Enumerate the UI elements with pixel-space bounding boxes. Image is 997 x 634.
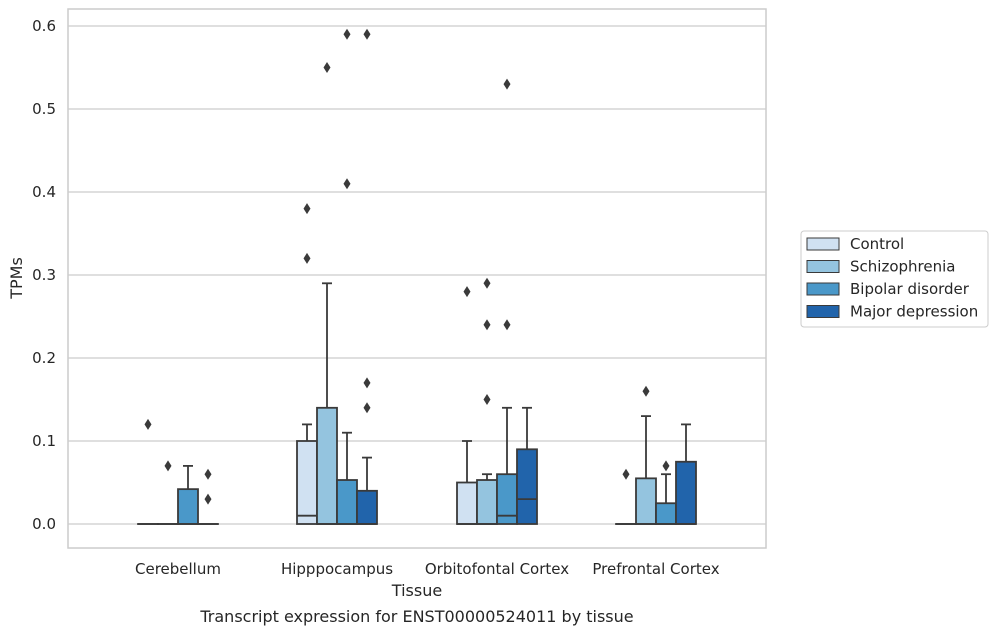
box-1-1 bbox=[316, 62, 338, 525]
outlier-point bbox=[483, 319, 491, 331]
outlier-point bbox=[303, 203, 311, 215]
box-2-3 bbox=[516, 406, 538, 525]
box-body bbox=[655, 502, 677, 525]
outlier-point bbox=[363, 28, 371, 40]
box-body bbox=[316, 406, 338, 525]
box-2-2 bbox=[496, 78, 518, 525]
x-tick-label: Cerebellum bbox=[135, 560, 221, 578]
box-body bbox=[635, 477, 657, 525]
x-tick-label: Orbitofontal Cortex bbox=[425, 560, 569, 578]
box-body bbox=[476, 479, 498, 525]
legend-swatch bbox=[806, 282, 840, 296]
box-3-3 bbox=[675, 423, 697, 525]
outlier-point bbox=[343, 178, 351, 190]
x-axis-title: Tissue bbox=[391, 581, 442, 600]
box-body bbox=[356, 489, 378, 525]
outlier-point bbox=[303, 252, 311, 264]
y-tick-label: 0.3 bbox=[32, 266, 56, 284]
outlier-point bbox=[463, 286, 471, 298]
y-tick-label: 0.1 bbox=[32, 432, 56, 450]
outlier-point bbox=[483, 277, 491, 289]
outlier-point bbox=[503, 319, 511, 331]
box-body bbox=[336, 479, 358, 525]
y-tick-label: 0.0 bbox=[32, 515, 56, 533]
legend-label: Schizophrenia bbox=[850, 258, 955, 276]
box-body bbox=[456, 481, 478, 525]
box-3-0 bbox=[615, 468, 637, 525]
y-tick-label: 0.4 bbox=[32, 183, 56, 201]
legend-label: Control bbox=[850, 235, 904, 253]
box-body bbox=[296, 440, 318, 525]
box-0-3 bbox=[197, 468, 219, 525]
y-gridlines bbox=[68, 25, 766, 525]
y-axis-title: TPMs bbox=[7, 257, 26, 300]
plot-frame bbox=[67, 8, 767, 549]
box-2-1 bbox=[476, 277, 498, 525]
plot-background bbox=[68, 9, 766, 548]
box-0-2 bbox=[177, 464, 199, 525]
y-tick-label: 0.6 bbox=[32, 17, 56, 35]
box-body bbox=[675, 460, 697, 525]
y-tick-labels: 0.0 0.1 0.2 0.3 0.4 0.5 0.6 bbox=[32, 17, 56, 533]
outlier-point bbox=[343, 28, 351, 40]
outlier-point bbox=[483, 394, 491, 405]
box-1-3 bbox=[356, 28, 378, 525]
outlier-point bbox=[662, 460, 670, 472]
legend: Control Schizophrenia Bipolar disorder Majo… bbox=[800, 230, 989, 328]
outlier-point bbox=[363, 402, 371, 414]
y-tick-label: 0.5 bbox=[32, 100, 56, 118]
box-groups bbox=[137, 28, 697, 525]
box-body bbox=[177, 488, 199, 525]
box-3-1 bbox=[635, 385, 657, 525]
x-tick-labels: Cerebellum Hipppocampus Orbitofontal Corte… bbox=[135, 560, 720, 578]
outlier-point bbox=[503, 78, 511, 90]
legend-frame bbox=[800, 230, 989, 328]
outlier-point bbox=[164, 460, 172, 472]
box-1-0 bbox=[296, 203, 318, 525]
outlier-point bbox=[144, 418, 152, 430]
box-1-2 bbox=[336, 28, 358, 525]
chart-caption: Transcript expression for ENST0000052401… bbox=[199, 607, 633, 626]
outlier-point bbox=[622, 468, 630, 480]
outlier-point bbox=[642, 385, 650, 397]
outlier-point bbox=[323, 62, 331, 73]
x-tick-label: Hipppocampus bbox=[281, 560, 393, 578]
box-body bbox=[516, 448, 538, 525]
box-2-0 bbox=[456, 286, 478, 525]
outlier-point bbox=[204, 468, 212, 480]
outlier-point bbox=[363, 377, 371, 389]
legend-swatch bbox=[806, 260, 840, 273]
outlier-point bbox=[204, 493, 212, 505]
legend-swatch bbox=[806, 237, 840, 251]
legend-label: Bipolar disorder bbox=[850, 280, 970, 298]
x-tick-label: Prefrontal Cortex bbox=[592, 560, 719, 578]
y-tick-label: 0.2 bbox=[32, 349, 56, 367]
legend-swatch bbox=[806, 305, 840, 318]
legend-label: Major depression bbox=[850, 303, 978, 321]
